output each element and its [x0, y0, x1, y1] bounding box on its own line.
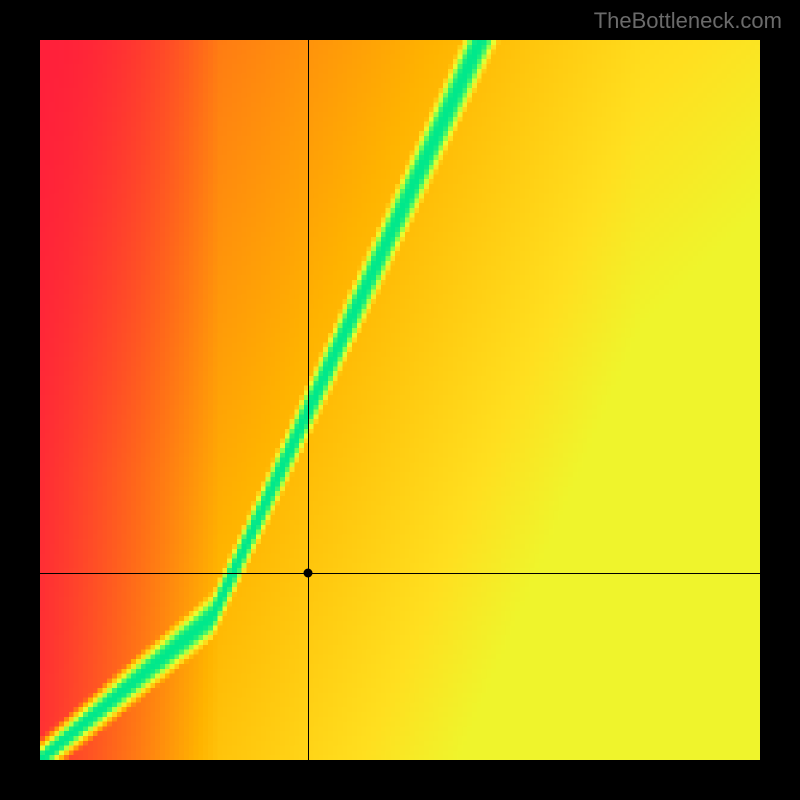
crosshair-horizontal	[40, 573, 760, 574]
heatmap-plot	[40, 40, 760, 760]
heatmap-canvas	[40, 40, 760, 760]
crosshair-vertical	[308, 40, 309, 760]
marker-dot	[303, 568, 312, 577]
watermark-text: TheBottleneck.com	[594, 8, 782, 34]
